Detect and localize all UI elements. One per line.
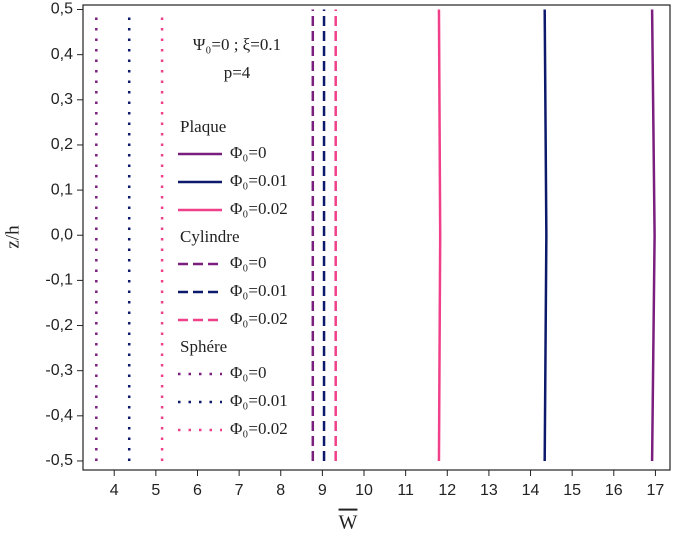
legend-label: Φ₀=0 bbox=[230, 363, 266, 382]
annotation: Ψ₀=0 ; ξ=0.1 bbox=[193, 35, 281, 54]
x-tick-label: 4 bbox=[110, 482, 119, 499]
x-axis-title: W bbox=[339, 512, 358, 534]
legend-label: Φ₀=0.01 bbox=[230, 281, 288, 300]
x-tick-label: 17 bbox=[647, 482, 665, 499]
x-tick-label: 7 bbox=[235, 482, 244, 499]
x-tick-label: 12 bbox=[438, 482, 456, 499]
x-tick-label: 14 bbox=[522, 482, 540, 499]
x-tick-label: 16 bbox=[605, 482, 623, 499]
legend-label: Φ₀=0.01 bbox=[230, 391, 288, 410]
x-tick-label: 15 bbox=[563, 482, 581, 499]
x-tick-label: 8 bbox=[276, 482, 285, 499]
legend-label: Φ₀=0.02 bbox=[230, 419, 288, 438]
y-axis-title: z/h bbox=[2, 225, 23, 249]
legend-label: Φ₀=0.02 bbox=[230, 309, 288, 328]
x-tick-label: 11 bbox=[397, 482, 414, 499]
series-line bbox=[543, 9, 548, 461]
y-tick-label: -0,4 bbox=[45, 407, 73, 424]
y-tick-label: -0,3 bbox=[45, 362, 73, 379]
legend-label: Φ₀=0.02 bbox=[230, 199, 288, 218]
y-tick-label: 0,2 bbox=[51, 136, 73, 153]
x-tick-label: 9 bbox=[318, 482, 327, 499]
legend-label: Φ₀=0 bbox=[230, 143, 266, 162]
x-tick-label: 10 bbox=[355, 482, 373, 499]
y-tick-label: 0,5 bbox=[51, 1, 73, 18]
legend-label: Φ₀=0 bbox=[230, 253, 266, 272]
series-line bbox=[437, 9, 442, 461]
legend-group-title: Cylindre bbox=[180, 227, 240, 246]
x-tick-label: 6 bbox=[193, 482, 202, 499]
legend-group-title: Sphére bbox=[180, 337, 227, 356]
legend-label: Φ₀=0.01 bbox=[230, 171, 288, 190]
y-tick-label: -0,2 bbox=[45, 317, 73, 334]
y-tick-label: 0,1 bbox=[51, 181, 73, 198]
y-tick-label: 0,4 bbox=[51, 46, 73, 63]
y-tick-label: -0,1 bbox=[45, 272, 73, 289]
series-line bbox=[650, 9, 656, 461]
x-tick-label: 13 bbox=[480, 482, 498, 499]
y-tick-label: 0,0 bbox=[51, 226, 73, 243]
x-tick-label: 5 bbox=[151, 482, 160, 499]
annotation: p=4 bbox=[224, 63, 251, 82]
y-tick-label: 0,3 bbox=[51, 91, 73, 108]
plot-frame bbox=[82, 4, 671, 471]
legend-group-title: Plaque bbox=[180, 117, 226, 136]
y-tick-label: -0,5 bbox=[45, 452, 73, 469]
